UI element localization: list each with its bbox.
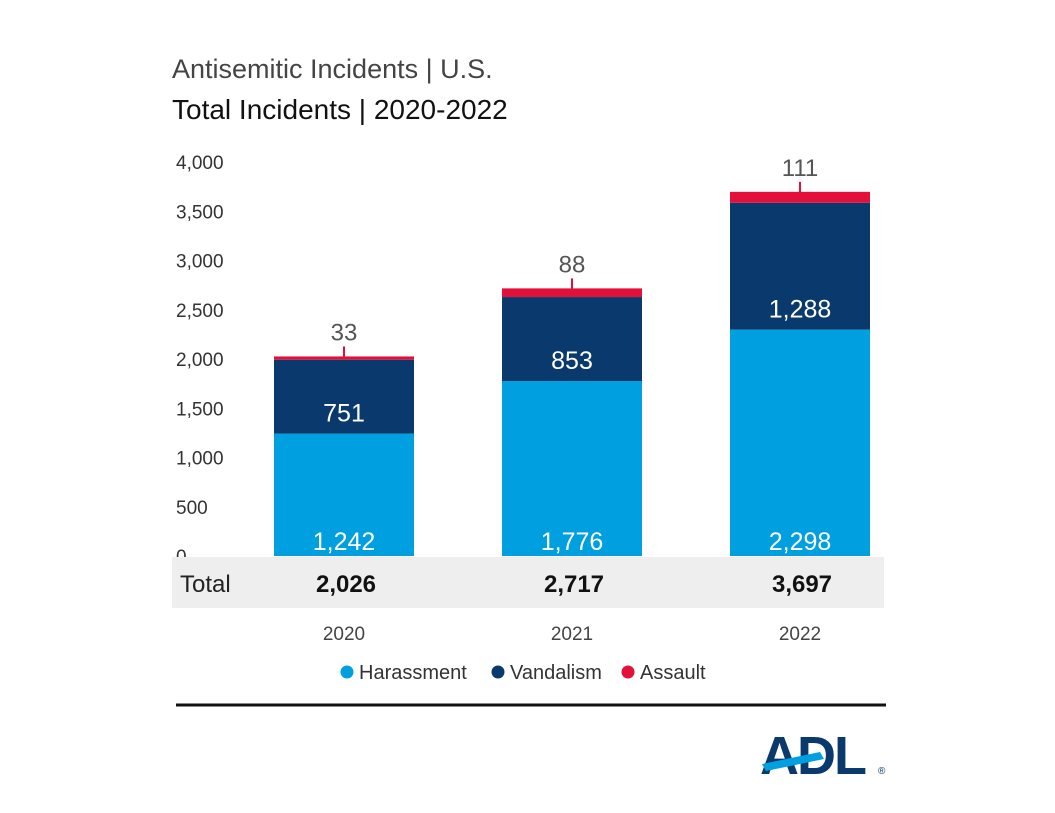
bar-harassment-2020 bbox=[274, 433, 414, 556]
data-label-harassment: 1,776 bbox=[541, 528, 604, 556]
bar-assault-2022 bbox=[730, 191, 870, 203]
y-tick-label: 3,500 bbox=[176, 202, 224, 223]
bar-vandalism-2022 bbox=[730, 202, 870, 330]
legend-label-harassment: Harassment bbox=[359, 662, 467, 684]
totals-row-label: Total bbox=[180, 571, 231, 598]
data-label-vandalism: 1,288 bbox=[769, 296, 832, 324]
data-label-assault: 88 bbox=[559, 251, 586, 278]
legend-marker-vandalism bbox=[491, 665, 505, 679]
y-tick-label: 2,500 bbox=[176, 301, 224, 322]
adl-logo-swoosh bbox=[762, 752, 824, 771]
data-label-vandalism: 853 bbox=[551, 347, 593, 375]
data-label-harassment: 1,242 bbox=[313, 528, 376, 556]
chart-subtitle: Total Incidents | 2020-2022 bbox=[172, 94, 508, 125]
data-label-assault: 33 bbox=[331, 319, 358, 346]
y-tick-label: 4,000 bbox=[176, 153, 224, 174]
x-tick-label: 2022 bbox=[779, 624, 821, 645]
total-value: 2,026 bbox=[316, 571, 376, 598]
legend-marker-assault bbox=[621, 665, 635, 679]
data-label-assault: 111 bbox=[782, 155, 818, 182]
totals-row-background bbox=[172, 557, 884, 608]
legend-marker-harassment bbox=[340, 665, 354, 679]
legend-label-assault: Assault bbox=[640, 662, 706, 684]
x-tick-label: 2020 bbox=[323, 624, 365, 645]
y-tick-label: 2,000 bbox=[176, 350, 224, 371]
total-value: 3,697 bbox=[772, 571, 832, 598]
total-value: 2,717 bbox=[544, 571, 604, 598]
x-tick-label: 2021 bbox=[551, 624, 593, 645]
legend-label-vandalism: Vandalism bbox=[510, 662, 602, 684]
bar-harassment-2022 bbox=[730, 329, 870, 556]
data-label-vandalism: 751 bbox=[323, 400, 365, 428]
data-label-harassment: 2,298 bbox=[769, 528, 832, 556]
adl-logo: ADL ® bbox=[760, 726, 886, 782]
adl-logo-registered: ® bbox=[878, 766, 886, 777]
y-tick-label: 1,000 bbox=[176, 449, 224, 470]
bar-vandalism-2020 bbox=[274, 359, 414, 434]
bar-harassment-2021 bbox=[502, 381, 642, 556]
y-tick-label: 1,500 bbox=[176, 399, 224, 420]
bar-vandalism-2021 bbox=[502, 297, 642, 382]
y-tick-label: 3,000 bbox=[176, 252, 224, 273]
bar-assault-2021 bbox=[502, 288, 642, 298]
chart-title: Antisemitic Incidents | U.S. bbox=[172, 54, 493, 84]
y-tick-label: 500 bbox=[176, 498, 208, 519]
